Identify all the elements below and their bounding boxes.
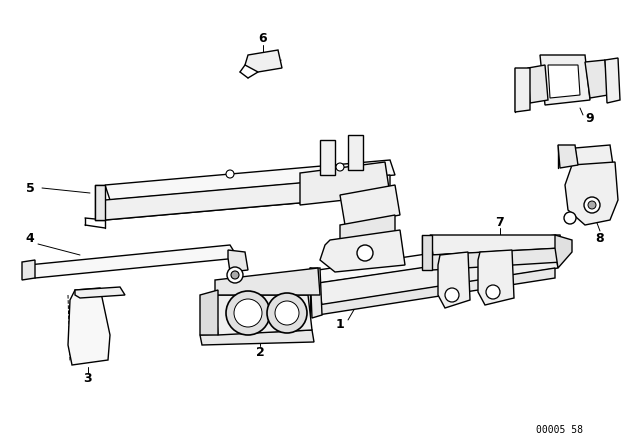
Polygon shape bbox=[228, 250, 248, 272]
Polygon shape bbox=[215, 295, 312, 335]
Polygon shape bbox=[22, 260, 35, 280]
Polygon shape bbox=[340, 185, 400, 225]
Text: 6: 6 bbox=[259, 31, 268, 44]
Text: 8: 8 bbox=[596, 232, 604, 245]
Circle shape bbox=[226, 170, 234, 178]
Polygon shape bbox=[575, 145, 613, 168]
Circle shape bbox=[227, 267, 243, 283]
Circle shape bbox=[234, 299, 262, 327]
Polygon shape bbox=[340, 215, 395, 250]
Polygon shape bbox=[318, 235, 562, 283]
Circle shape bbox=[226, 291, 270, 335]
Circle shape bbox=[231, 271, 239, 279]
Polygon shape bbox=[605, 58, 620, 103]
Polygon shape bbox=[75, 287, 125, 298]
Polygon shape bbox=[68, 288, 110, 365]
Polygon shape bbox=[318, 248, 558, 305]
Circle shape bbox=[564, 212, 576, 224]
Polygon shape bbox=[200, 290, 218, 335]
Polygon shape bbox=[585, 60, 608, 98]
Polygon shape bbox=[215, 268, 320, 295]
Circle shape bbox=[584, 197, 600, 213]
Text: 9: 9 bbox=[586, 112, 595, 125]
Polygon shape bbox=[422, 235, 432, 270]
Polygon shape bbox=[478, 250, 514, 305]
Polygon shape bbox=[430, 248, 562, 270]
Text: 1: 1 bbox=[335, 319, 344, 332]
Circle shape bbox=[357, 245, 373, 261]
Text: 3: 3 bbox=[84, 371, 92, 384]
Polygon shape bbox=[565, 162, 618, 225]
Polygon shape bbox=[438, 252, 470, 308]
Circle shape bbox=[445, 288, 459, 302]
Polygon shape bbox=[105, 160, 395, 200]
Polygon shape bbox=[555, 235, 572, 268]
Polygon shape bbox=[200, 330, 314, 345]
Polygon shape bbox=[245, 50, 282, 72]
Polygon shape bbox=[515, 68, 530, 112]
Polygon shape bbox=[430, 235, 563, 255]
Polygon shape bbox=[348, 135, 363, 170]
Circle shape bbox=[588, 201, 596, 209]
Polygon shape bbox=[548, 65, 580, 98]
Text: 4: 4 bbox=[26, 232, 35, 245]
Polygon shape bbox=[558, 145, 578, 168]
Text: 5: 5 bbox=[26, 181, 35, 194]
Circle shape bbox=[267, 293, 307, 333]
Circle shape bbox=[275, 301, 299, 325]
Polygon shape bbox=[320, 230, 405, 272]
Polygon shape bbox=[528, 65, 548, 103]
Polygon shape bbox=[300, 162, 390, 205]
Polygon shape bbox=[540, 55, 590, 105]
Text: 00005 58: 00005 58 bbox=[536, 425, 584, 435]
Circle shape bbox=[336, 163, 344, 171]
Polygon shape bbox=[95, 185, 105, 220]
Polygon shape bbox=[310, 268, 322, 318]
Text: 7: 7 bbox=[495, 215, 504, 228]
Polygon shape bbox=[318, 268, 555, 315]
Text: 2: 2 bbox=[255, 345, 264, 358]
Polygon shape bbox=[105, 175, 390, 220]
Polygon shape bbox=[320, 140, 335, 175]
Circle shape bbox=[486, 285, 500, 299]
Polygon shape bbox=[28, 245, 238, 278]
